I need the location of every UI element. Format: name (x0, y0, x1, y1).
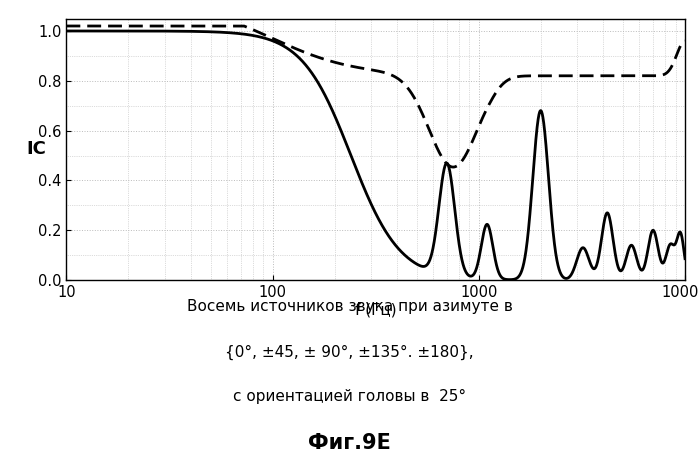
Text: {0°, ±45, ± 90°, ±135°. ±180},: {0°, ±45, ± 90°, ±135°. ±180}, (225, 345, 474, 360)
Text: Восемь источников звука при азимуте в: Восемь источников звука при азимуте в (187, 299, 512, 313)
Text: с ориентацией головы в  25°: с ориентацией головы в 25° (233, 389, 466, 404)
X-axis label: f (Гц): f (Гц) (355, 303, 396, 318)
Y-axis label: IC: IC (27, 140, 47, 158)
Text: Фиг.9E: Фиг.9E (308, 433, 391, 453)
